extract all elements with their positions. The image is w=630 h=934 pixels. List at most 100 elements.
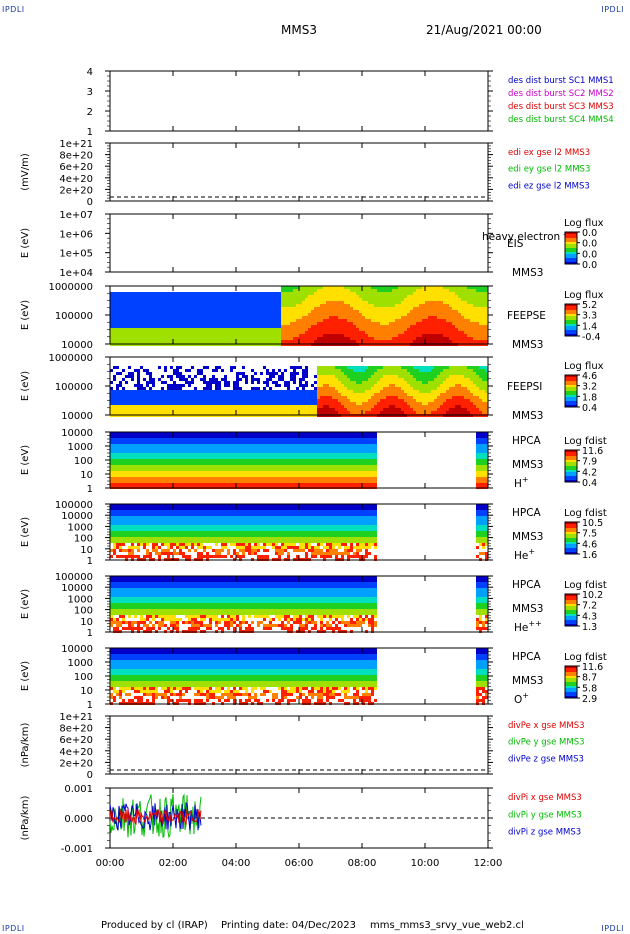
colorbar-cell (565, 254, 577, 257)
y-tick-label: 100 (74, 534, 93, 545)
spacecraft-label: MMS3 (512, 459, 543, 471)
spacecraft-label: MMS3 (512, 603, 543, 615)
colorbar-cell (565, 383, 577, 386)
legend-entry: des dist burst SC1 MMS1 (508, 76, 614, 86)
colorbar-tick-label: 11.6 (582, 662, 603, 673)
colorbar-tick-label: 1.3 (582, 622, 597, 633)
y-tick-label: 1 (87, 556, 93, 567)
colorbar-cell (565, 381, 577, 384)
y-tick-label: 1 (87, 700, 93, 711)
colorbar-cell (565, 462, 577, 465)
y-axis-label: (nPa/km) (20, 723, 31, 768)
colorbar-cell (565, 248, 577, 251)
colorbar-tick-label: 1.8 (582, 392, 597, 403)
colorbar-cell (565, 314, 577, 317)
colorbar-tick-label: 4.2 (582, 467, 597, 478)
y-tick-label: 1 (87, 628, 93, 639)
y-tick-label: 8e+20 (59, 151, 93, 162)
legend-entry: des dist burst SC4 MMS4 (508, 115, 614, 125)
colorbar-title: Log fdist (564, 508, 607, 519)
y-tick-label: 8e+20 (59, 724, 93, 735)
y-tick-label: 1e+21 (59, 712, 93, 723)
legend-entry: edi ez gse l2 MMS3 (508, 181, 590, 191)
colorbar-cell (565, 304, 577, 307)
colorbar-cell (565, 238, 577, 241)
colorbar-tick-label: 3.2 (582, 382, 597, 393)
corner-mark-top-right: IPDLI (601, 5, 624, 14)
colorbar-cell (565, 606, 577, 609)
colorbar-title: Log flux (564, 361, 604, 372)
y-tick-label: 10 (80, 686, 93, 697)
colorbar-cell (565, 377, 577, 380)
colorbar-tick-label: 1.6 (582, 550, 597, 561)
colorbar-cell (565, 306, 577, 309)
colorbar-tick-label: 0.0 (582, 228, 597, 239)
spacecraft-label: MMS3 (512, 675, 543, 687)
colorbar-cell (565, 608, 577, 611)
colorbar-cell (565, 379, 577, 382)
colorbar-cell (565, 234, 577, 237)
colorbar-cell (565, 616, 577, 619)
y-tick-label: 10 (80, 470, 93, 481)
legend-entry: divPe z gse MMS3 (508, 754, 584, 764)
colorbar-cell (565, 534, 577, 537)
colorbar-tick-label: 8.7 (582, 673, 597, 684)
panel-feepse: 1000000 100000 10000 E (eV) FEEPSE MMS3 Log fl… (20, 282, 604, 351)
colorbar-cell (565, 478, 577, 481)
colorbar-cell (565, 399, 577, 402)
colorbar-tick-label: 0.4 (582, 478, 597, 489)
colorbar-title: Log fdist (564, 580, 607, 591)
colorbar-tick-label: 0.0 (582, 260, 597, 271)
colorbar-cell (565, 666, 577, 669)
footer-printing-date: Printing date: 04/Dec/2023 (221, 920, 357, 931)
time-tick-label: 10:00 (411, 858, 440, 869)
colorbar-cell (565, 682, 577, 685)
colorbar-cell (565, 624, 577, 627)
species-label: He+ (514, 547, 535, 562)
colorbar-cell (565, 458, 577, 461)
colorbar-tick-label: 1.4 (582, 321, 597, 332)
colorbar-tick-label: 4.6 (582, 371, 597, 382)
y-tick-label: 1000 (68, 594, 93, 605)
spacecraft-label: MMS3 (512, 531, 543, 543)
y-tick-label: 10000 (61, 583, 93, 594)
colorbar-cell (565, 316, 577, 319)
colorbar-cell (565, 548, 577, 551)
y-tick-label: 10000 (61, 340, 93, 351)
y-tick-label: 100000 (55, 311, 93, 322)
colorbar-cell (565, 688, 577, 691)
colorbar-cell (565, 470, 577, 473)
y-tick-label: 0 (87, 197, 93, 208)
colorbar-cell (565, 536, 577, 539)
spacecraft-label: MMS3 (512, 339, 543, 351)
time-tick-label: 00:00 (96, 858, 125, 869)
colorbar-cell (565, 668, 577, 671)
colorbar-cell (565, 258, 577, 261)
y-tick-label: -0.001 (61, 844, 93, 855)
colorbar-cell (565, 328, 577, 331)
colorbar-tick-label: 4.3 (582, 611, 597, 622)
colorbar-cell (565, 393, 577, 396)
colorbar-cell (565, 308, 577, 311)
colorbar-frame (564, 593, 578, 627)
colorbar-cell (565, 330, 577, 333)
time-tick-label: 02:00 (159, 858, 188, 869)
colorbar-cell (565, 466, 577, 469)
colorbar-tick-label: 3.3 (582, 311, 597, 322)
colorbar-cell (565, 604, 577, 607)
y-tick-label: 1e+05 (59, 249, 93, 260)
colorbar-cell (565, 544, 577, 547)
colorbar-tick-label: 5.2 (582, 300, 597, 311)
colorbar-cell (565, 375, 577, 378)
colorbar-cell (565, 385, 577, 388)
colorbar-frame (564, 231, 578, 265)
legend-entry: divPe x gse MMS3 (508, 721, 585, 731)
colorbar-cell (565, 260, 577, 263)
instrument-label: FEEPSI (507, 381, 542, 393)
colorbar-cell (565, 678, 577, 681)
colorbar-tick-label: 10.5 (582, 518, 603, 529)
colorbar-cell (565, 460, 577, 463)
